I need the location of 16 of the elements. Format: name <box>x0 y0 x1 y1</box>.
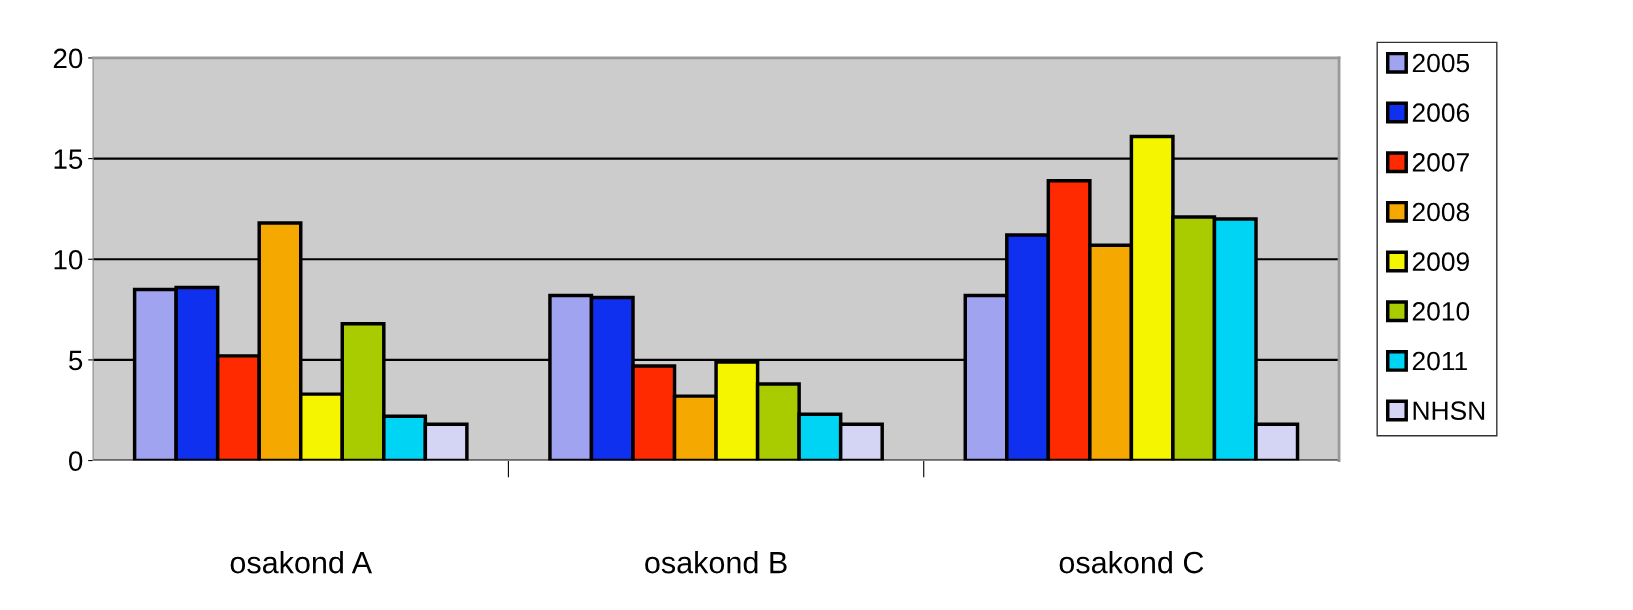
y-tick-label: 20 <box>53 48 83 69</box>
legend-label: 2007 <box>1412 153 1469 172</box>
legend-label: NHSN <box>1413 401 1485 421</box>
legend-label: 2005 <box>1412 53 1470 73</box>
legend-label: 2009 <box>1412 252 1469 272</box>
legend-label: 2008 <box>1412 202 1470 222</box>
x-tick-label: osakond B <box>645 550 787 574</box>
x-tick-label: osakond C <box>1059 550 1204 574</box>
y-tick-label: 15 <box>54 149 83 169</box>
legend-label: 2011 <box>1412 351 1467 371</box>
legend-label: 2010 <box>1412 302 1470 321</box>
y-tick-label: 5 <box>69 350 83 371</box>
y-tick-label: 0 <box>69 451 83 471</box>
legend-label: 2006 <box>1412 103 1470 123</box>
x-tick-label: osakond A <box>230 550 373 574</box>
y-tick-label: 10 <box>54 249 83 270</box>
